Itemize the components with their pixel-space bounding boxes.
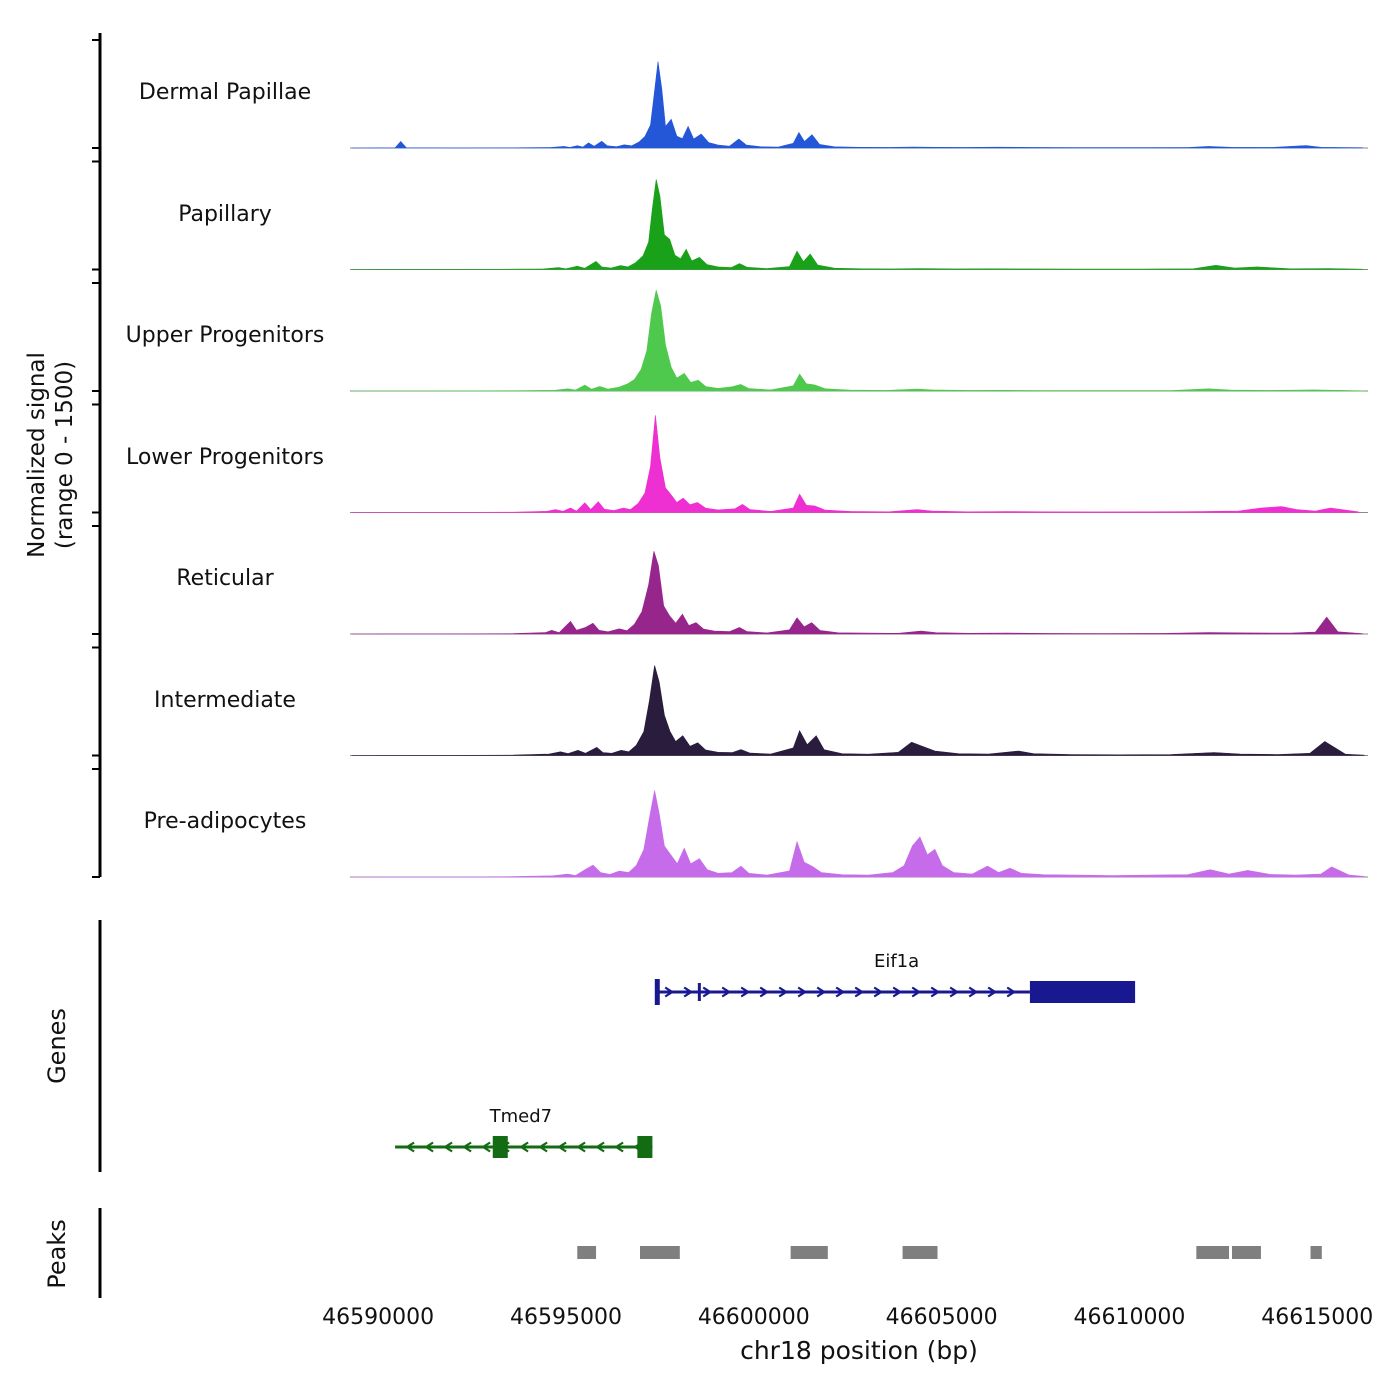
peak-rect <box>577 1246 597 1259</box>
signal-area <box>351 551 1363 635</box>
x-tick-label: 46610000 <box>1073 1305 1186 1330</box>
strand-arrow-icon <box>462 1141 472 1153</box>
strand-arrow-icon <box>759 986 770 998</box>
gene-exon <box>492 1136 508 1158</box>
genes-section-label-text: Genes <box>43 1008 71 1084</box>
signal-area <box>351 415 1359 513</box>
track-label: Reticular <box>176 566 274 591</box>
strand-arrow-icon <box>538 1141 548 1153</box>
gene-label-eif1a: Eif1a <box>873 951 920 972</box>
strand-arrow-icon <box>778 986 789 998</box>
x-tick-label: 46595000 <box>509 1305 622 1330</box>
peak-rect <box>639 1246 680 1259</box>
strand-arrow-icon <box>557 1141 567 1153</box>
track-label: Intermediate <box>154 687 296 713</box>
signal-area <box>351 179 1363 270</box>
peak-rect <box>1232 1246 1261 1259</box>
strand-arrow-icon <box>835 986 846 998</box>
strand-arrow-icon <box>576 1141 586 1153</box>
x-tick-label: 46590000 <box>322 1305 435 1330</box>
x-tick-label: 46600000 <box>697 1305 810 1330</box>
peak-rect <box>790 1246 828 1259</box>
x-axis-title: chr18 position (bp) <box>740 1336 978 1365</box>
strand-arrow-icon <box>683 986 694 998</box>
strand-arrow-icon <box>968 986 979 998</box>
strand-arrow-icon <box>721 986 732 998</box>
strand-arrow-icon <box>424 1141 434 1153</box>
gene-exon <box>637 1136 653 1158</box>
strand-arrow-icon <box>854 986 865 998</box>
strand-arrow-icon <box>595 1141 605 1153</box>
signal-area <box>351 790 1365 878</box>
strand-arrow-icon <box>702 986 713 998</box>
peak-rect <box>1196 1246 1230 1259</box>
signal-area <box>351 290 1365 392</box>
strand-arrow-icon <box>816 986 827 998</box>
track-label: Pre-adipocytes <box>143 809 307 834</box>
peak-rect <box>1310 1246 1322 1259</box>
x-tick-label: 46615000 <box>1261 1305 1374 1330</box>
strand-arrow-icon <box>1006 986 1017 998</box>
peaks-section-label-text: Peaks <box>43 1219 71 1289</box>
strand-arrow-icon <box>797 986 808 998</box>
x-tick-label: 46605000 <box>885 1305 998 1330</box>
strand-arrow-icon <box>949 986 960 998</box>
track-label: Lower Progenitors <box>126 444 324 470</box>
signal-area <box>351 61 1363 149</box>
strand-arrow-icon <box>443 1141 453 1153</box>
track-label: Upper Progenitors <box>125 323 325 348</box>
y-axis-label-line1: Normalized signal <box>24 352 50 558</box>
strand-arrow-icon <box>873 986 884 998</box>
strand-arrow-icon <box>987 986 998 998</box>
gene-thick-exon <box>1029 981 1136 1003</box>
track-label: Dermal Papillae <box>138 80 312 105</box>
strand-arrow-icon <box>481 1141 491 1153</box>
track-label: Papillary <box>178 201 272 227</box>
strand-arrow-icon <box>740 986 751 998</box>
signal-area <box>351 665 1365 756</box>
strand-arrow-icon <box>892 986 903 998</box>
strand-arrow-icon <box>930 986 941 998</box>
strand-arrow-icon <box>519 1141 529 1153</box>
strand-arrow-icon <box>911 986 922 998</box>
peak-rect <box>902 1246 938 1259</box>
gene-label-tmed7: Tmed7 <box>489 1106 553 1127</box>
strand-arrow-icon <box>614 1141 624 1153</box>
y-axis-label-line2: (range 0 - 1500) <box>52 360 78 550</box>
strand-arrow-icon <box>405 1141 415 1153</box>
strand-arrow-icon <box>664 986 675 998</box>
